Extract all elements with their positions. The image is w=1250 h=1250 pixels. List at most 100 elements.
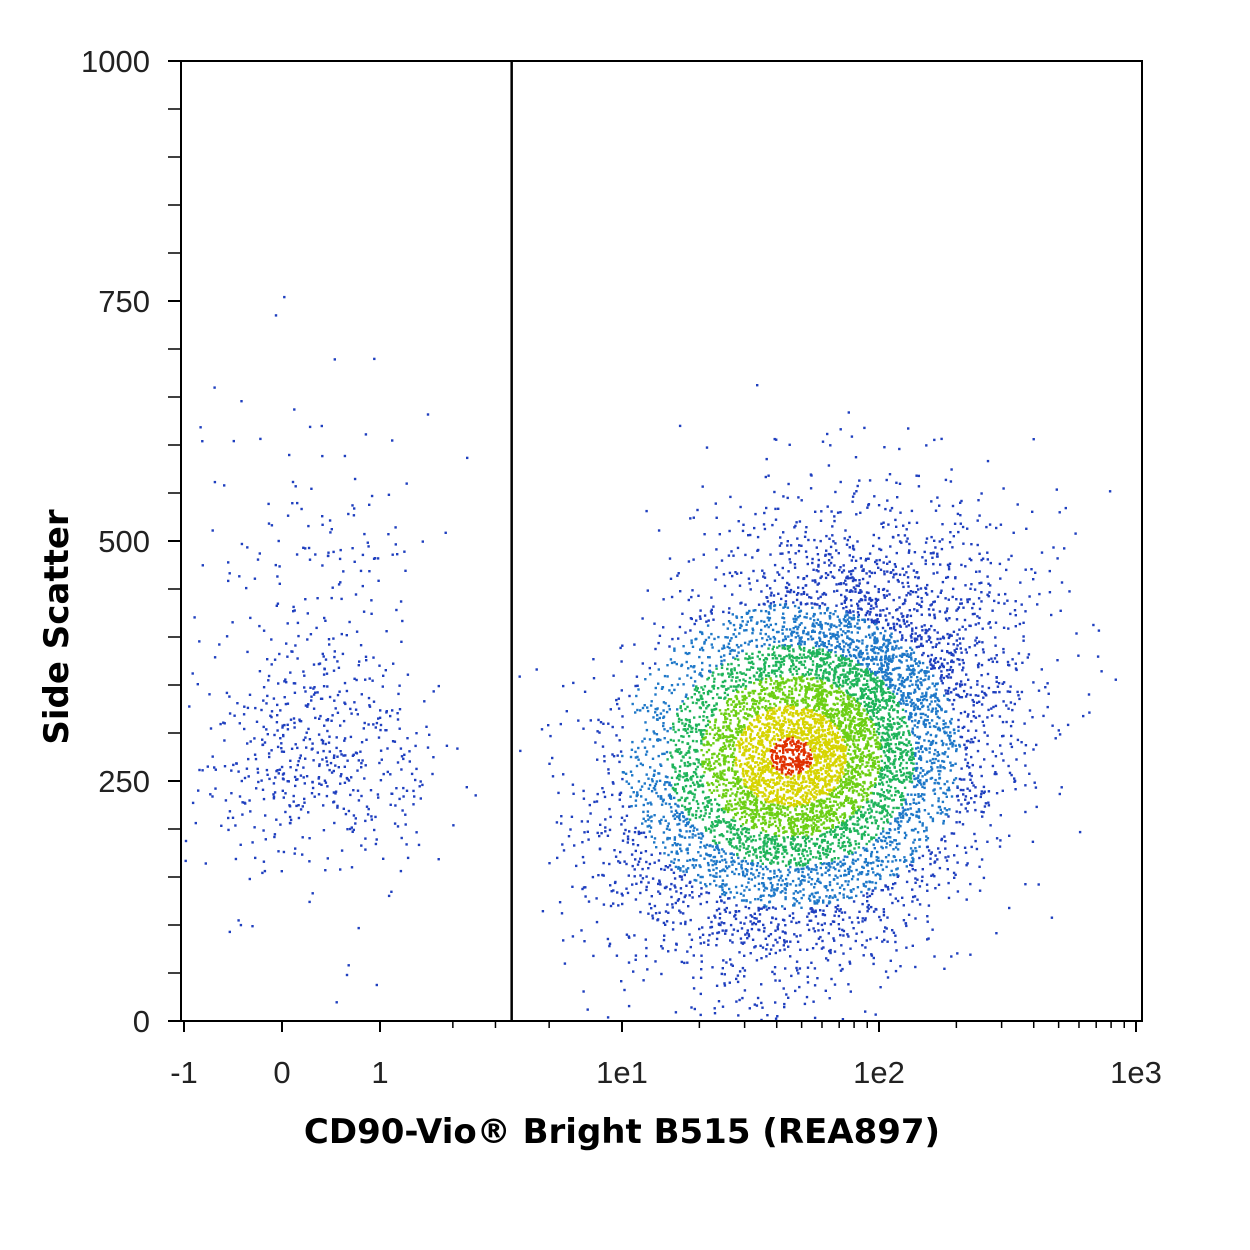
event-point <box>760 907 763 910</box>
event-point <box>767 800 771 804</box>
event-point <box>815 713 818 716</box>
event-point <box>319 697 323 700</box>
event-point <box>843 624 846 628</box>
event-point <box>734 777 738 780</box>
event-point <box>939 766 942 769</box>
event-point <box>295 553 299 556</box>
event-point <box>905 813 908 817</box>
event-point <box>735 764 738 767</box>
event-point <box>947 896 951 900</box>
event-point <box>832 800 836 803</box>
event-point <box>896 789 900 793</box>
event-point <box>779 812 782 815</box>
event-point <box>384 729 387 732</box>
event-point <box>297 816 301 820</box>
event-point <box>248 693 252 696</box>
event-point <box>867 655 870 659</box>
event-point <box>213 766 216 769</box>
event-point <box>1087 693 1091 696</box>
event-point <box>316 751 319 754</box>
event-point <box>793 902 796 905</box>
event-point <box>742 523 745 526</box>
event-point <box>347 809 351 813</box>
event-point <box>788 826 791 830</box>
event-point <box>948 651 951 655</box>
event-point <box>768 906 771 910</box>
event-point <box>338 690 341 693</box>
event-point <box>799 857 802 860</box>
event-point <box>848 896 851 900</box>
event-point <box>392 662 395 665</box>
event-point <box>890 815 893 818</box>
event-point <box>897 678 900 681</box>
event-point <box>658 716 661 720</box>
event-point <box>835 808 839 811</box>
event-point <box>823 755 826 759</box>
event-point <box>915 645 918 649</box>
event-point <box>919 781 922 785</box>
event-point <box>903 598 907 601</box>
event-point <box>824 835 827 838</box>
event-point <box>884 884 887 887</box>
event-point <box>733 759 736 762</box>
event-point <box>867 870 870 873</box>
event-point <box>773 726 776 729</box>
event-point <box>698 895 701 898</box>
event-point <box>921 797 925 800</box>
event-point <box>842 739 846 742</box>
event-point <box>780 714 784 717</box>
event-point <box>385 711 388 714</box>
event-point <box>927 654 930 658</box>
event-point <box>858 655 861 659</box>
event-point <box>773 672 776 675</box>
event-point <box>611 725 614 729</box>
event-point <box>895 734 899 738</box>
event-point <box>305 775 309 778</box>
event-point <box>717 923 721 926</box>
event-point <box>211 755 214 758</box>
event-point <box>246 650 249 654</box>
event-point <box>292 605 295 609</box>
event-point <box>978 582 981 585</box>
event-point <box>761 791 764 794</box>
event-point <box>710 824 713 827</box>
event-point <box>641 706 645 710</box>
event-point <box>871 657 874 661</box>
event-point <box>794 989 797 993</box>
event-point <box>238 722 241 725</box>
event-point <box>357 759 360 762</box>
event-point <box>992 705 995 709</box>
event-point <box>973 832 976 836</box>
event-point <box>824 721 828 724</box>
event-point <box>717 696 721 699</box>
event-point <box>389 803 392 806</box>
event-point <box>350 712 353 715</box>
event-point <box>887 805 890 808</box>
event-point <box>683 961 686 965</box>
event-point <box>889 683 892 686</box>
event-point <box>927 638 931 641</box>
event-point <box>572 681 575 685</box>
event-point <box>294 485 297 488</box>
event-point <box>851 760 855 763</box>
event-point <box>307 811 310 814</box>
event-point <box>866 670 870 673</box>
event-point <box>1108 490 1112 493</box>
event-point <box>803 640 806 644</box>
event-point <box>800 713 804 717</box>
event-point <box>624 772 628 775</box>
event-point <box>260 779 263 782</box>
event-point <box>798 770 801 773</box>
event-point <box>959 514 962 517</box>
event-point <box>843 869 847 872</box>
event-point <box>343 681 347 685</box>
event-point <box>781 777 784 780</box>
event-point <box>608 807 611 811</box>
event-point <box>801 810 804 813</box>
event-point <box>877 566 880 569</box>
event-point <box>891 887 894 890</box>
event-point <box>959 522 962 525</box>
event-point <box>881 940 884 943</box>
event-point <box>323 616 326 620</box>
event-point <box>753 702 756 705</box>
